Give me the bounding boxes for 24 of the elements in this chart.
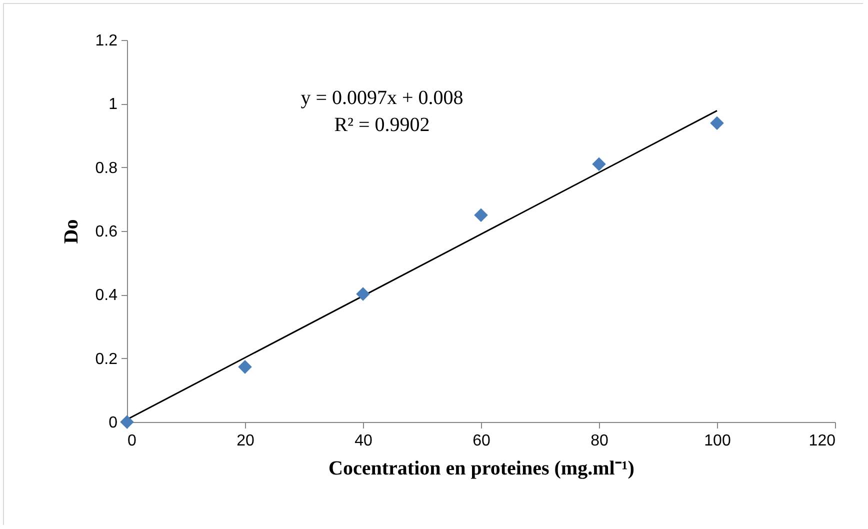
y-axis-title: Do [60,219,82,244]
x-tick-label: 40 [354,432,372,450]
y-tick-label: 1 [108,96,118,114]
y-tick-label: 0.2 [95,350,118,368]
point [474,208,488,222]
annotation: y = 0.0097x + 0.008 [300,87,464,109]
x-tick-label: 100 [704,432,731,450]
x-tick-label: 20 [236,432,254,450]
annotation: R² = 0.9902 [334,114,430,136]
y-tick-label: 0.6 [95,224,118,240]
x-tick-label: 120 [808,432,836,450]
point [120,415,134,429]
y-tick-label: 0.4 [95,287,118,304]
x-axis-title: Cocentration en proteines (mg.ml⁻¹) [328,458,634,480]
point [356,287,370,301]
point [238,360,252,374]
point [592,157,606,172]
y-tick-label: 0.8 [95,160,118,177]
y-tick-label: 1.2 [95,32,118,50]
x-tick-label: 0 [128,432,136,450]
point [710,116,724,130]
x-tick-label: 80 [590,432,608,450]
x-tick-label: 60 [472,432,490,450]
y-tick-label: 0 [108,414,118,432]
